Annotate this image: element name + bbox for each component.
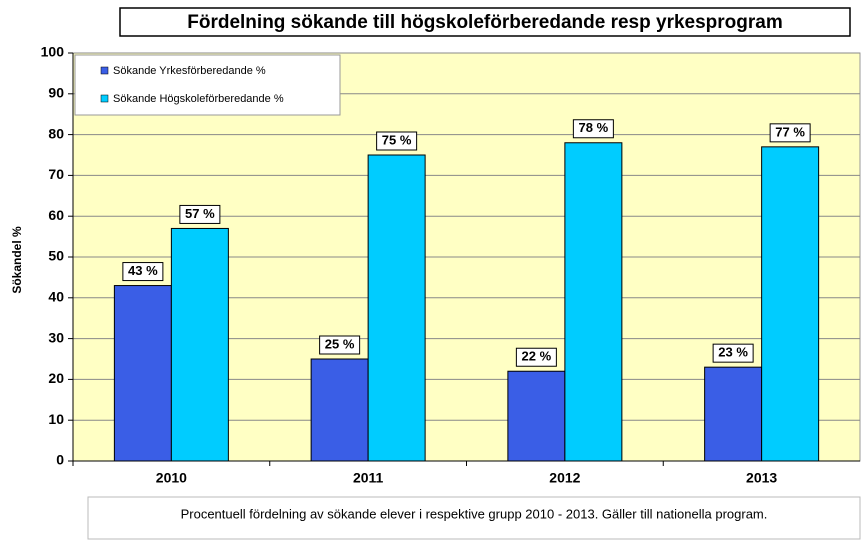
bar bbox=[113, 285, 172, 462]
data-label-box bbox=[319, 335, 361, 355]
data-label-box bbox=[179, 204, 221, 224]
bar bbox=[704, 366, 763, 462]
y-tick-label: 20 bbox=[48, 370, 64, 386]
legend-label: Sökande Högskoleförberedande % bbox=[113, 93, 284, 105]
data-label-box bbox=[712, 343, 754, 363]
y-tick-label: 80 bbox=[48, 125, 64, 141]
bar bbox=[367, 154, 426, 462]
y-tick-label: 10 bbox=[48, 411, 64, 427]
y-tick-label: 90 bbox=[48, 85, 64, 101]
legend-box bbox=[74, 54, 341, 116]
bar bbox=[170, 227, 229, 462]
data-label-box bbox=[376, 131, 418, 151]
bar bbox=[761, 146, 820, 462]
bar bbox=[564, 142, 623, 462]
footnote-box bbox=[87, 496, 861, 540]
y-tick-label: 100 bbox=[41, 44, 65, 60]
footnote: Procentuell fördelning av sökande elever… bbox=[181, 506, 768, 521]
data-label-box bbox=[769, 123, 811, 143]
data-label: 22 % bbox=[522, 349, 552, 364]
data-label: 43 % bbox=[128, 263, 158, 278]
data-label: 77 % bbox=[775, 124, 805, 139]
data-label: 78 % bbox=[579, 120, 609, 135]
y-tick-label: 0 bbox=[56, 452, 64, 468]
x-tick-label: 2010 bbox=[156, 470, 187, 486]
title-box bbox=[119, 7, 851, 37]
chart-title: Fördelning sökande till högskoleförbered… bbox=[187, 12, 782, 33]
data-label: 57 % bbox=[185, 206, 215, 221]
y-axis-label: Sökandel % bbox=[10, 226, 24, 294]
data-label-box bbox=[515, 347, 557, 367]
bar bbox=[507, 370, 566, 462]
x-tick-label: 2011 bbox=[353, 470, 384, 486]
x-tick-label: 2012 bbox=[549, 470, 580, 486]
y-tick-label: 70 bbox=[48, 166, 64, 182]
data-label-box bbox=[572, 119, 614, 139]
legend-label: Sökande Yrkesförberedande % bbox=[113, 65, 266, 77]
data-label: 75 % bbox=[382, 132, 412, 147]
x-tick-label: 2013 bbox=[746, 470, 777, 486]
bar bbox=[310, 358, 369, 462]
data-label: 25 % bbox=[325, 336, 355, 351]
y-tick-label: 50 bbox=[48, 248, 64, 264]
legend-swatch bbox=[100, 94, 109, 103]
data-label: 23 % bbox=[718, 345, 748, 360]
data-label-box bbox=[122, 262, 164, 282]
y-tick-label: 60 bbox=[48, 207, 64, 223]
y-tick-label: 40 bbox=[48, 289, 64, 305]
legend-swatch bbox=[100, 66, 109, 75]
y-tick-label: 30 bbox=[48, 329, 64, 345]
